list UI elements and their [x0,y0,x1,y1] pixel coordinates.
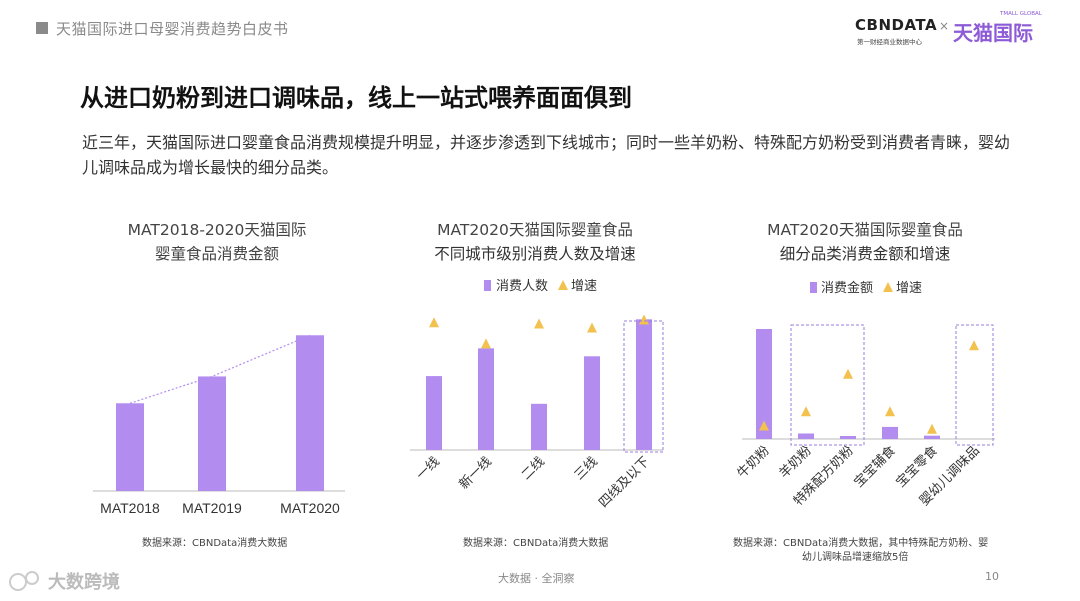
chart1-title: MAT2018-2020天猫国际 婴童食品消费金额 [102,218,332,266]
chart3-growth-triangle [759,420,769,431]
chart2-x-tick-label: 二线 [519,454,548,483]
chart3-highlight-box-left [790,324,865,446]
tmall-global-logo: 天猫国际 [953,21,1033,45]
chart3-bar [924,435,940,439]
chart3-legend-triangle-icon [883,282,893,292]
chart2-bar [426,376,442,450]
chart3-x-tick-label: 宝宝辅食 [851,443,899,491]
chart2-growth-triangle [639,314,649,325]
chart1-bar [296,335,324,491]
chart1-x-tick-label: MAT2018 [100,500,160,516]
chart3-highlight-box-right [955,324,994,446]
chart3-growth-triangle [885,406,895,417]
chart3-growth-triangle [927,423,937,434]
cbndata-logo-subtitle: 第一财经商业数据中心 [857,38,922,46]
watermark-icon [9,571,39,591]
chart3-bar [840,436,856,439]
chart3-title: MAT2020天猫国际婴童食品 细分品类消费金额和增速 [740,218,990,266]
chart1-title-line2: 婴童食品消费金额 [154,245,279,263]
chart2-bar [636,319,652,450]
chart2-x-tick-label: 三线 [572,454,601,483]
chart1-title-line1: MAT2018-2020天猫国际 [127,221,307,239]
chart2-title: MAT2020天猫国际婴童食品 不同城市级别消费人数及增速 [415,218,655,266]
chart2-title-line2: 不同城市级别消费人数及增速 [434,245,636,263]
chart3-title-line1: MAT2020天猫国际婴童食品 [767,221,963,239]
chart3-title-line2: 细分品类消费金额和增速 [779,245,951,263]
chart1: MAT2018 MAT2019 MAT2020 [93,334,345,516]
chart2-title-line1: MAT2020天猫国际婴童食品 [437,221,633,239]
page-number: 10 [985,570,999,583]
chart2-legend-bar-label: 消费人数 [496,279,548,294]
chart2-source: 数据来源：CBNData消费大数据 [463,538,609,549]
chart2-legend-triangle-label: 增速 [571,279,597,294]
tmall-global-logo-subtitle: TMALL GLOBAL [1000,11,1042,17]
chart3-bar [882,426,898,439]
chart3-growth-triangle [969,340,979,351]
chart3-bar [756,329,772,439]
chart2-growth-triangle [534,318,544,329]
header-square-icon [36,22,48,34]
footer-slogan: 大数据 · 全洞察 [498,572,575,585]
chart2-growth-triangle [429,317,439,328]
chart3-x-tick-label: 羊奶粉 [776,443,815,482]
chart2-bar [478,348,494,450]
chart1-x-tick-label: MAT2019 [182,500,242,516]
chart1-bar [116,403,144,491]
chart3-growth-triangle [843,368,853,379]
chart2-growth-triangle [587,322,597,333]
chart3-bar [798,433,814,439]
page-title: 从进口奶粉到进口调味品，线上一站式喂养面面俱到 [80,84,632,112]
chart2-x-tick-label: 一线 [414,454,443,483]
chart3-legend-triangle-label: 增速 [896,281,922,296]
chart2-legend-triangle-icon [558,280,568,290]
chart1-source: 数据来源：CBNData消费大数据 [142,538,288,549]
chart3-legend-bar-swatch [810,282,817,293]
chart3-source-line1: 数据来源：CBNData消费大数据，其中特殊配方奶粉、婴 [733,538,989,549]
header-title: 天猫国际进口母婴消费趋势白皮书 [56,20,289,38]
chart2-x-tick-label: 新一线 [456,454,495,493]
cbndata-logo: CBNDATA [855,16,938,34]
chart1-x-tick-label: MAT2020 [280,500,340,516]
chart3-growth-triangle [801,406,811,417]
watermark-text: 大数跨境 [48,572,120,593]
logo-separator: × [939,19,950,33]
chart3-legend-bar-label: 消费金额 [821,280,873,296]
page-description: 近三年，天猫国际进口婴童食品消费规模提升明显，并逐步渗透到下线城市；同时一些羊奶… [82,133,1011,177]
chart1-trend-line [129,334,311,404]
chart3-source-line2: 幼儿调味品增速缩放5倍 [802,552,909,563]
chart3-x-tick-label: 牛奶粉 [735,443,773,481]
chart1-bar [198,376,226,491]
chart2-bar [531,403,547,450]
chart2-legend-bar-swatch [484,280,491,291]
chart2-bar [584,356,600,450]
chart2-x-tick-label: 四线及以下 [596,454,653,511]
chart2-growth-triangle [481,338,491,349]
